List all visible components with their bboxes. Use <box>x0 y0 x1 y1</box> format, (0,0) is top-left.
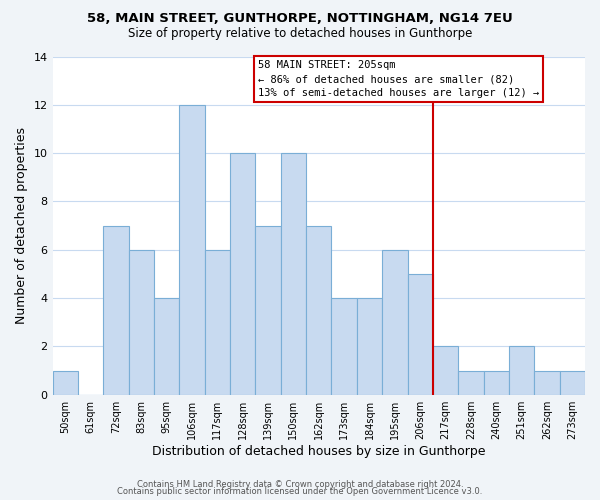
Bar <box>205 250 230 394</box>
X-axis label: Distribution of detached houses by size in Gunthorpe: Distribution of detached houses by size … <box>152 444 485 458</box>
Bar <box>331 298 357 394</box>
Text: 58 MAIN STREET: 205sqm
← 86% of detached houses are smaller (82)
13% of semi-det: 58 MAIN STREET: 205sqm ← 86% of detached… <box>258 60 539 98</box>
Text: 58, MAIN STREET, GUNTHORPE, NOTTINGHAM, NG14 7EU: 58, MAIN STREET, GUNTHORPE, NOTTINGHAM, … <box>87 12 513 26</box>
Bar <box>154 298 179 394</box>
Bar <box>407 274 433 394</box>
Bar <box>458 370 484 394</box>
Bar <box>230 153 256 394</box>
Text: Contains HM Land Registry data © Crown copyright and database right 2024.: Contains HM Land Registry data © Crown c… <box>137 480 463 489</box>
Bar <box>560 370 585 394</box>
Bar <box>128 250 154 394</box>
Text: Contains public sector information licensed under the Open Government Licence v3: Contains public sector information licen… <box>118 488 482 496</box>
Bar <box>53 370 78 394</box>
Text: Size of property relative to detached houses in Gunthorpe: Size of property relative to detached ho… <box>128 28 472 40</box>
Bar <box>433 346 458 395</box>
Bar <box>357 298 382 394</box>
Bar <box>509 346 534 395</box>
Bar <box>256 226 281 394</box>
Bar <box>103 226 128 394</box>
Bar <box>179 105 205 395</box>
Bar <box>306 226 331 394</box>
Bar <box>484 370 509 394</box>
Bar <box>281 153 306 394</box>
Bar <box>534 370 560 394</box>
Bar <box>382 250 407 394</box>
Y-axis label: Number of detached properties: Number of detached properties <box>15 127 28 324</box>
